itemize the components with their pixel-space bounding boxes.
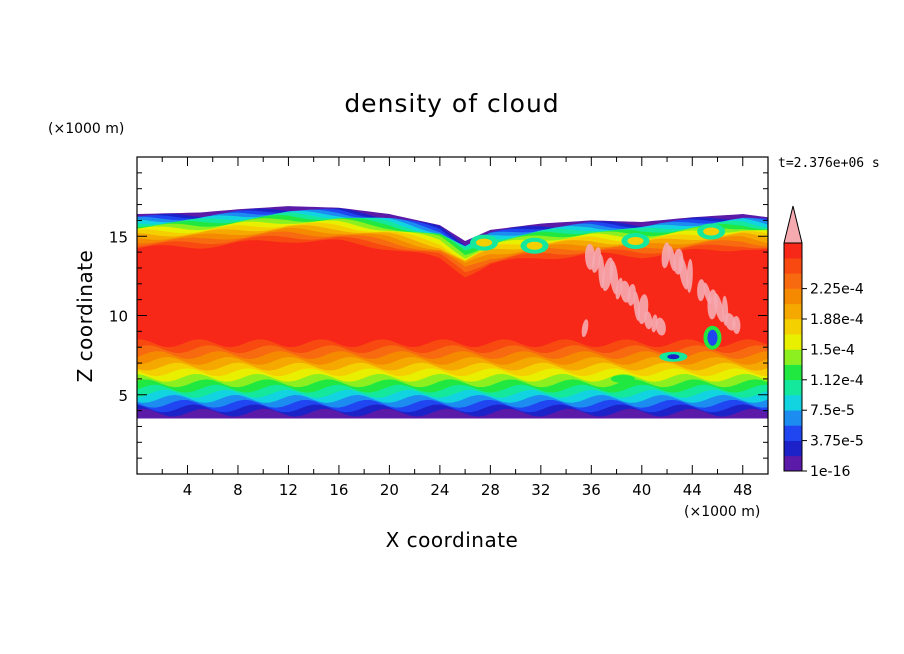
colorbar-cell [784,440,802,457]
y-tick-label: 15 [109,228,128,246]
colorbar-cell [784,425,802,441]
colorbar-label: 7.5e-5 [810,403,855,419]
y-tick-label: 5 [118,387,128,405]
colorbar-cell [784,364,802,381]
overshoot-patch [707,289,718,320]
x-tick-label: 36 [582,481,601,499]
x-axis-label: X coordinate [386,528,519,552]
colorbar-frame [783,242,803,472]
cloud-density-field [137,206,768,419]
colorbar-label: 1.12e-4 [810,373,864,389]
colorbar-cell [784,455,802,472]
overshoot-patch [620,280,631,303]
colorbar-cell [784,288,802,305]
x-tick-label: 20 [380,481,399,499]
y-axis-ticks: 5 10 15 [109,172,768,459]
overshoot-patch [598,254,605,289]
x-tick-label: 8 [233,481,243,499]
colorbar-cell [784,243,802,259]
y-axis-label: Z coordinate [73,250,97,383]
overshoot-patch [633,291,641,321]
overshoot-patch [585,243,596,270]
colorbar-extend-triangle [783,205,803,244]
x-tick-label: 16 [329,481,348,499]
colorbar-cell [784,395,802,411]
x-tick-label: 32 [531,481,550,499]
x-tick-label: 48 [733,481,752,499]
overshoot-patch [668,245,676,272]
colorbar-cell [784,273,802,289]
vortex-core [667,354,680,360]
turbulent-features [470,223,741,383]
eddy-inner [703,227,720,236]
y-tick-label: 10 [109,308,128,326]
overshoot-patch [601,257,614,292]
eddy-inner [627,237,644,246]
overshoot-patch [655,317,666,336]
colorbar-label: 1.88e-4 [810,312,864,328]
density-bands [137,208,768,417]
overshoot-patch [724,313,736,331]
overshoot-patch [651,314,658,333]
colorbar-label: 1.5e-4 [810,342,855,358]
x-tick-label: 4 [183,481,193,499]
colorbar-label: 1e-16 [810,464,850,480]
eddy-inner [476,238,493,247]
colorbar-cell [784,334,802,350]
chart-title: density of cloud [344,89,559,118]
x-tick-label: 44 [683,481,702,499]
colorbar-cells [784,243,802,472]
downdraft-streak [610,374,635,383]
x-tick-label: 12 [279,481,298,499]
time-label: t=2.376e+06 s [778,156,880,171]
colorbar-label: 2.25e-4 [810,282,864,298]
x-axis-unit: (×1000 m) [684,504,760,520]
x-axis-ticks: 4 8 12 16 20 24 28 32 36 40 44 48 [161,157,752,499]
colorbar-cell [784,349,802,365]
colorbar-cell [784,319,802,335]
colorbar-cell [784,379,802,396]
overshoot-patch [697,279,706,302]
colorbar-label: 3.75e-5 [810,434,864,450]
x-tick-label: 40 [632,481,651,499]
colorbar-cell [784,258,802,274]
overshoot-patch [644,311,653,330]
colorbar-cell [784,410,802,426]
overshoot-patch [615,277,623,300]
x-tick-label: 24 [430,481,449,499]
x-tick-label: 28 [481,481,500,499]
overshoot-patch [678,255,689,290]
vortex-core [707,329,718,346]
colorbar-labels: 1e-16 3.75e-5 7.5e-5 1.12e-4 1.5e-4 1.88e-4 2.… [802,282,864,480]
overshoot-patch [661,242,670,269]
eddy-inner [526,241,543,250]
overshoot-patch [581,319,589,338]
colorbar: 1e-16 3.75e-5 7.5e-5 1.12e-4 1.5e-4 1.88e-4 2.… [783,205,864,480]
y-axis-unit: (×1000 m) [48,121,124,137]
colorbar-cell [784,303,802,320]
